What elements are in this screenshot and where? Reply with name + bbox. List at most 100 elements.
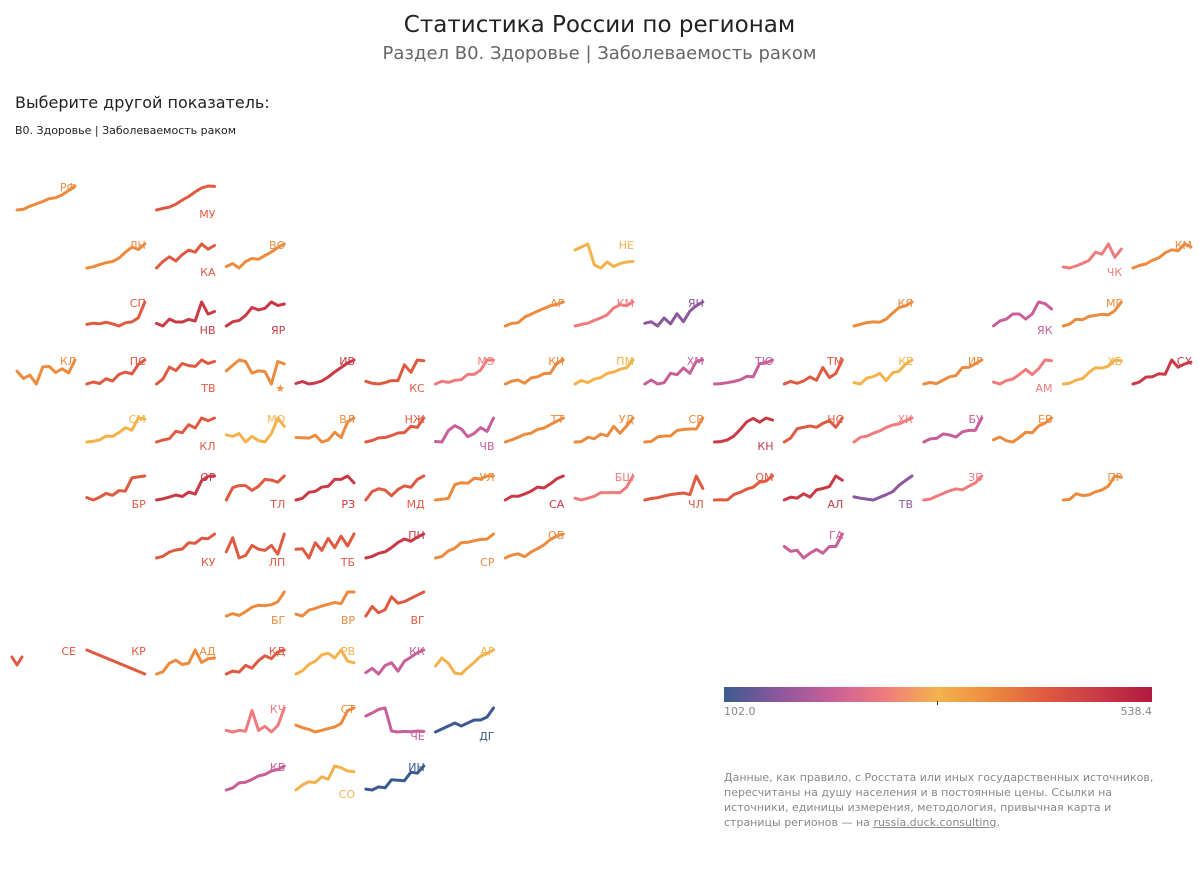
- region-label-64[interactable]: ТБ: [340, 556, 355, 569]
- color-scale-bar: [724, 687, 1152, 702]
- region-label-75[interactable]: КД: [269, 645, 286, 658]
- sparkline-66: [434, 532, 495, 560]
- region-label-46[interactable]: БУ: [969, 413, 984, 426]
- region-label-40[interactable]: ТТ: [550, 413, 565, 426]
- region-label-80[interactable]: СТ: [341, 703, 356, 716]
- region-label-83[interactable]: КБ: [270, 761, 285, 774]
- region-label-42[interactable]: СВ: [689, 413, 704, 426]
- region-label-71[interactable]: ВГ: [410, 614, 425, 627]
- sparkline-11: [503, 300, 565, 328]
- region-label-52[interactable]: МД: [407, 498, 425, 511]
- region-label-85[interactable]: ИН: [408, 761, 425, 774]
- region-label-62[interactable]: КУ: [201, 556, 216, 569]
- region-label-49[interactable]: ОР: [200, 471, 216, 484]
- region-label-54[interactable]: СА: [549, 498, 565, 511]
- region-label-12[interactable]: КМ: [617, 297, 634, 310]
- region-label-8[interactable]: СП: [130, 297, 146, 310]
- region-label-16[interactable]: МГ: [1106, 297, 1122, 310]
- region-label-11[interactable]: АР: [550, 297, 565, 310]
- region-label-19[interactable]: ТВ: [200, 382, 215, 395]
- region-label-2[interactable]: ЛН: [129, 239, 146, 252]
- region-label-26[interactable]: ХМ: [687, 355, 704, 368]
- region-label-77[interactable]: КК: [409, 645, 425, 658]
- region-label-24[interactable]: КИ: [548, 355, 564, 368]
- region-label-61[interactable]: ПР: [1107, 471, 1122, 484]
- region-label-17[interactable]: КЛ: [60, 355, 76, 368]
- region-label-18[interactable]: ПС: [130, 355, 146, 368]
- region-label-56[interactable]: ЧЛ: [688, 498, 704, 511]
- region-label-63[interactable]: ЛП: [269, 556, 286, 569]
- region-label-74[interactable]: АД: [199, 645, 216, 658]
- region-label-22[interactable]: КС: [409, 382, 425, 395]
- region-label-73[interactable]: КР: [131, 645, 146, 658]
- region-label-23[interactable]: МЭ: [477, 355, 494, 368]
- region-label-82[interactable]: ДГ: [479, 730, 495, 743]
- region-label-43[interactable]: КН: [757, 440, 773, 453]
- sparkline-85: [364, 764, 426, 792]
- region-label-33[interactable]: СХ: [1177, 355, 1193, 368]
- sparkline-42: [643, 416, 705, 444]
- region-label-72[interactable]: СЕ: [61, 645, 76, 658]
- region-label-34[interactable]: СМ: [129, 413, 146, 426]
- region-label-60[interactable]: ЗБ: [968, 471, 983, 484]
- region-label-6[interactable]: ЧК: [1107, 266, 1123, 279]
- region-label-1[interactable]: МУ: [199, 208, 215, 221]
- region-label-55[interactable]: БШ: [615, 471, 634, 484]
- sparkline-47: [992, 416, 1053, 444]
- region-label-58[interactable]: АЛ: [827, 498, 843, 511]
- region-label-41[interactable]: УД: [619, 413, 635, 426]
- sparkline-20: [224, 358, 286, 386]
- color-scale-tick: [937, 701, 938, 705]
- region-label-67[interactable]: ОБ: [548, 529, 564, 542]
- region-label-70[interactable]: ВР: [341, 614, 356, 627]
- region-label-10[interactable]: ЯР: [271, 324, 286, 337]
- region-label-28[interactable]: ТМ: [826, 355, 843, 368]
- region-label-78[interactable]: АР: [480, 645, 495, 658]
- region-label-20[interactable]: ★: [275, 382, 285, 395]
- region-label-57[interactable]: ОМ: [755, 471, 773, 484]
- region-label-69[interactable]: БГ: [271, 614, 286, 627]
- region-label-76[interactable]: РВ: [341, 645, 355, 658]
- region-label-3[interactable]: КА: [200, 266, 216, 279]
- region-label-65[interactable]: ПН: [408, 529, 425, 542]
- region-label-36[interactable]: МО: [267, 413, 285, 426]
- region-label-48[interactable]: БР: [132, 498, 147, 511]
- region-label-47[interactable]: ЕВ: [1038, 413, 1053, 426]
- region-label-84[interactable]: СО: [339, 788, 356, 801]
- region-label-38[interactable]: НЖ: [405, 413, 425, 426]
- sparkline-60: [922, 474, 984, 502]
- region-label-30[interactable]: ИР: [968, 355, 983, 368]
- region-label-9[interactable]: НВ: [200, 324, 216, 337]
- sparkline-78: [434, 648, 495, 676]
- region-label-29[interactable]: КЕ: [898, 355, 913, 368]
- sparkline-67: [503, 532, 565, 560]
- source-link[interactable]: russia.duck.consulting: [873, 816, 997, 829]
- indicator-selector[interactable]: В0. Здоровье | Заболеваемость раком: [15, 124, 237, 137]
- region-label-7[interactable]: КМ: [1175, 239, 1192, 252]
- region-label-21[interactable]: ИВ: [339, 355, 355, 368]
- region-label-51[interactable]: РЗ: [341, 498, 355, 511]
- region-label-45[interactable]: ХК: [898, 413, 914, 426]
- region-label-59[interactable]: ТВ: [898, 498, 913, 511]
- region-label-13[interactable]: ЯН: [688, 297, 704, 310]
- region-label-53[interactable]: УЛ: [480, 471, 495, 484]
- region-label-14[interactable]: КЯ: [898, 297, 913, 310]
- region-label-15[interactable]: ЯК: [1037, 324, 1053, 337]
- region-label-35[interactable]: КЛ: [199, 440, 215, 453]
- region-label-79[interactable]: КЧ: [270, 703, 285, 716]
- sparkline-72: [10, 655, 24, 667]
- region-label-5[interactable]: НЕ: [619, 239, 634, 252]
- region-label-32[interactable]: ХБ: [1107, 355, 1122, 368]
- region-label-37[interactable]: ВЛ: [339, 413, 355, 426]
- region-label-44[interactable]: НС: [827, 413, 843, 426]
- region-label-25[interactable]: ПМ: [616, 355, 634, 368]
- region-label-68[interactable]: ГА: [829, 529, 844, 542]
- region-label-31[interactable]: АМ: [1035, 382, 1052, 395]
- region-label-39[interactable]: ЧВ: [479, 440, 494, 453]
- region-label-50[interactable]: ТЛ: [269, 498, 285, 511]
- region-label-4[interactable]: ВО: [269, 239, 286, 252]
- region-label-27[interactable]: ТЮ: [754, 355, 774, 368]
- region-label-66[interactable]: СР: [480, 556, 495, 569]
- region-label-81[interactable]: ЧЕ: [410, 730, 425, 743]
- region-label-0[interactable]: РФ: [60, 181, 76, 194]
